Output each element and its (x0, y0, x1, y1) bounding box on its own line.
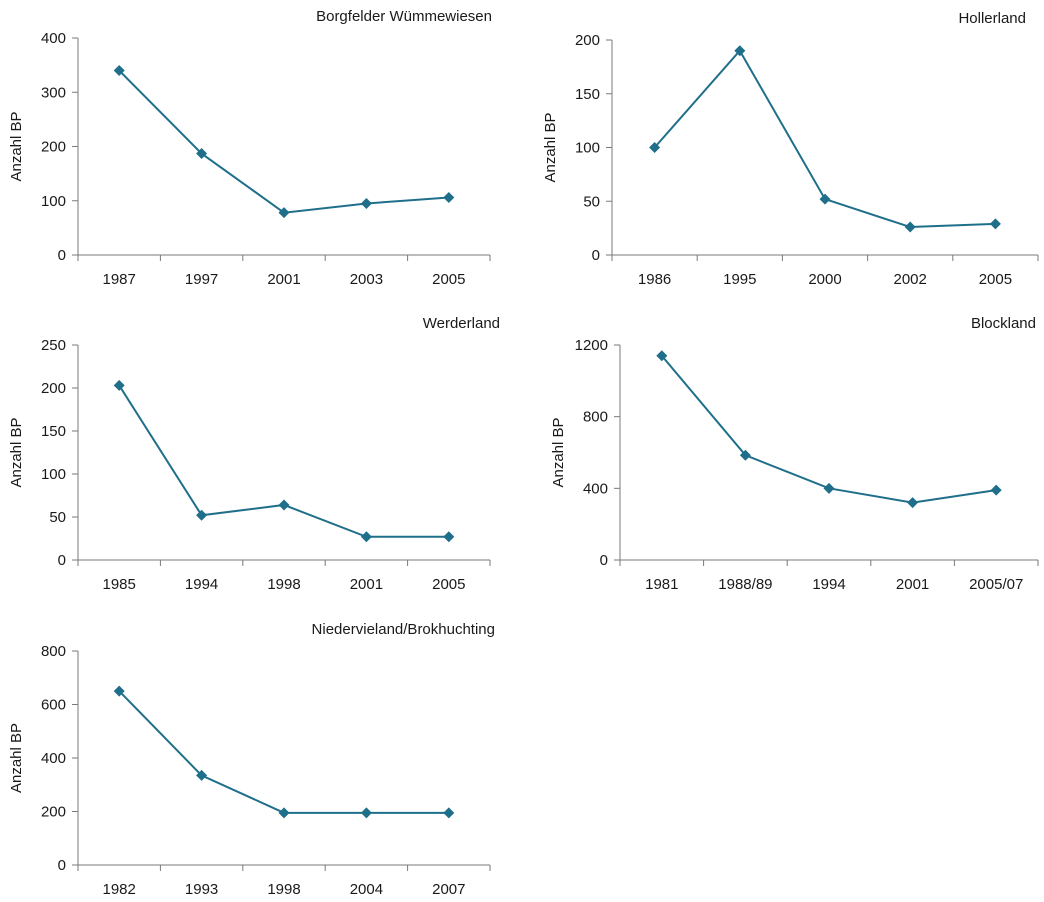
chart-5-data-point (196, 769, 208, 781)
chart-3-series-line (118, 384, 449, 538)
chart-1-y-tick-label: 0 (58, 247, 66, 264)
chart-1-data-point (360, 197, 372, 209)
chart-3-y-tick-label: 150 (41, 423, 66, 440)
chart-1-x-tick-label: 2003 (350, 271, 383, 288)
chart-4-x-tick-label: 2005/07 (969, 576, 1023, 593)
chart-panel-2: Hollerland Anzahl BP 0 50 100 150 200 1986 1995 2… (542, 10, 1039, 288)
chart-2-y-tick-label: 0 (592, 247, 600, 264)
chart-5-data-point (443, 807, 455, 819)
chart-1-data-point (443, 191, 455, 203)
chart-3-data-point (196, 509, 208, 521)
chart-3-x-tick-label: 1998 (267, 576, 300, 593)
chart-2-x-tick-label: 1986 (638, 271, 671, 288)
chart-4-x-tick-label: 1994 (812, 576, 845, 593)
chart-5-y-tick-label: 400 (41, 750, 66, 767)
chart-5-data-point (360, 807, 372, 819)
chart-5-x-tick-label: 1993 (185, 881, 218, 898)
chart-3-y-tick-label: 250 (41, 337, 66, 354)
chart-5-title: Niedervieland/Brokhuchting (312, 621, 495, 638)
chart-2-data-point (819, 193, 831, 205)
chart-1-series-line (118, 69, 449, 214)
chart-4-data-point (907, 497, 919, 509)
chart-3-x-tick-label: 1994 (185, 576, 218, 593)
chart-4-y-tick-label: 800 (583, 409, 608, 426)
chart-panel-3: Werderland Anzahl BP 0 50 100 150 200 250 1985 19… (8, 315, 500, 593)
chart-5-x-tick-label: 1982 (103, 881, 136, 898)
chart-1-y-tick-label: 100 (41, 193, 66, 210)
chart-2-data-point (649, 142, 661, 153)
chart-2-data-point (989, 218, 1001, 230)
chart-3-x-tick-label: 2001 (350, 576, 383, 593)
chart-4-title: Blockland (971, 315, 1036, 332)
chart-3-x-tick-label: 1985 (103, 576, 136, 593)
chart-5-y-tick-label: 600 (41, 697, 66, 714)
chart-1-y-axis-label: Anzahl BP (8, 111, 25, 181)
chart-2-y-tick-label: 100 (575, 140, 600, 157)
chart-4-x-tick-label: 1981 (645, 576, 678, 593)
chart-panel-4: Blockland Anzahl BP 0 400 800 1200 1981 1988/89… (550, 315, 1039, 593)
chart-4-x-tick-label: 1988/89 (718, 576, 772, 593)
chart-3-y-tick-label: 200 (41, 380, 66, 397)
chart-5-series-line (118, 690, 449, 814)
chart-1-y-tick-label: 200 (41, 139, 66, 156)
chart-5-data-point (278, 807, 290, 819)
chart-2-x-tick-label: 1995 (723, 271, 756, 288)
chart-5-y-tick-label: 200 (41, 804, 66, 821)
chart-4-y-tick-label: 0 (600, 552, 608, 569)
chart-2-x-tick-label: 2005 (979, 271, 1012, 288)
chart-2-title: Hollerland (958, 10, 1026, 27)
chart-3-y-axis-label: Anzahl BP (8, 417, 25, 487)
chart-3-data-point (278, 499, 290, 511)
chart-1-x-tick-label: 1997 (185, 271, 218, 288)
chart-1-x-tick-label: 1987 (103, 271, 136, 288)
chart-1-data-point (278, 207, 290, 219)
chart-3-x-tick-label: 2005 (432, 576, 465, 593)
chart-2-data-point (734, 45, 746, 57)
chart-1-title: Borgfelder Wümmewiesen (316, 8, 492, 25)
chart-3-title: Werderland (423, 315, 500, 332)
chart-2-x-tick-label: 2000 (808, 271, 841, 288)
chart-1-data-point (113, 65, 125, 77)
chart-panel-1: Borgfelder Wümmewiesen Anzahl BP 0 100 200 30… (8, 8, 492, 288)
chart-5-x-tick-label: 2007 (432, 881, 465, 898)
chart-1-y-tick-label: 300 (41, 84, 66, 101)
chart-4-data-point (739, 449, 751, 461)
chart-5-y-tick-label: 800 (41, 643, 66, 660)
chart-4-y-tick-label: 400 (583, 480, 608, 497)
chart-4-x-tick-label: 2001 (896, 576, 929, 593)
chart-2-x-tick-label: 2002 (894, 271, 927, 288)
chart-2-y-tick-label: 150 (575, 86, 600, 103)
chart-2-y-tick-label: 50 (583, 193, 600, 210)
chart-3-y-tick-label: 50 (49, 509, 66, 526)
chart-2-data-point (904, 221, 916, 233)
chart-4-series-line (661, 355, 997, 504)
chart-5-y-tick-label: 0 (58, 857, 66, 874)
chart-4-data-point (656, 350, 668, 362)
chart-4-data-point (823, 482, 835, 494)
chart-5-x-tick-label: 2004 (350, 881, 383, 898)
chart-4-data-point (990, 484, 1002, 496)
chart-3-data-point (113, 379, 125, 391)
chart-2-y-axis-label: Anzahl BP (542, 112, 559, 182)
chart-5-data-point (113, 685, 125, 697)
chart-5-x-tick-label: 1998 (267, 881, 300, 898)
chart-3-data-point (360, 531, 372, 543)
chart-4-y-axis-label: Anzahl BP (550, 417, 567, 487)
chart-3-y-tick-label: 100 (41, 466, 66, 483)
chart-3-y-tick-label: 0 (58, 552, 66, 569)
chart-4-y-tick-label: 1200 (575, 337, 608, 354)
chart-2-y-tick-label: 200 (575, 32, 600, 49)
chart-1-x-tick-label: 2001 (267, 271, 300, 288)
chart-1-x-tick-label: 2005 (432, 271, 465, 288)
chart-1-data-point (196, 148, 208, 160)
chart-3-data-point (443, 531, 455, 543)
chart-1-y-tick-label: 400 (41, 30, 66, 47)
chart-5-y-axis-label: Anzahl BP (8, 723, 25, 793)
